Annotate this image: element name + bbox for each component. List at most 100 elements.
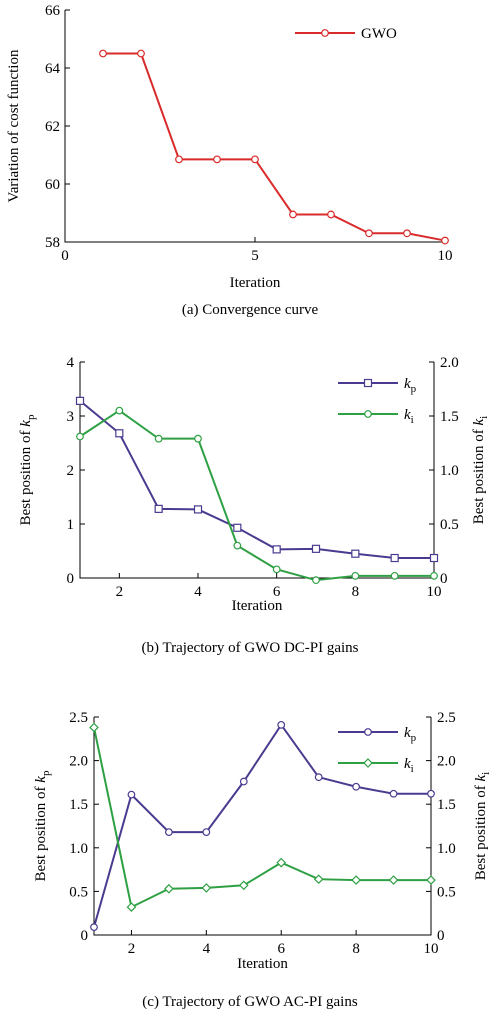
x-tick-label: 4	[194, 584, 202, 600]
data-point-kp	[127, 790, 136, 799]
left-y-tick-label: 1.5	[69, 797, 88, 813]
left-y-tick-label: 3	[67, 409, 75, 425]
data-point-kp	[427, 789, 435, 798]
data-point-ki	[115, 406, 124, 415]
left-y-tick-label: 1.0	[69, 841, 88, 857]
y-tick-label: 64	[45, 61, 61, 77]
left-y-tick-label: 2.0	[69, 754, 88, 770]
x-tick-label: 2	[128, 941, 136, 957]
data-point-ki	[351, 571, 360, 580]
right-y-tick-label: 1.0	[440, 463, 459, 479]
x-axis-label: Iteration	[230, 275, 281, 291]
y-tick-label: 60	[45, 177, 60, 193]
right-y-tick-label: 1.0	[437, 841, 456, 857]
x-tick-label: 6	[277, 941, 285, 957]
y-tick-label: 58	[45, 235, 60, 251]
left-y-tick-label: 1	[67, 517, 75, 533]
data-point-ki	[201, 883, 212, 893]
chart-caption: (b) Trajectory of GWO DC-PI gains	[141, 640, 358, 656]
data-point-ki	[388, 875, 399, 885]
legend-kp-marker	[363, 378, 373, 388]
x-tick-label: 4	[203, 941, 211, 957]
x-tick-label: 8	[352, 584, 360, 600]
x-tick-label: 8	[352, 941, 360, 957]
axes-frame	[93, 717, 432, 936]
data-point-ki	[233, 541, 242, 550]
right-y-tick-label: 2.5	[437, 710, 456, 726]
right-y-axis-label: Best position of ki	[473, 772, 492, 881]
data-point-ki	[312, 576, 320, 585]
right-y-tick-label: 2.0	[437, 754, 456, 770]
x-tick-label: 10	[424, 941, 439, 957]
data-point-ki	[351, 875, 361, 885]
left-y-tick-label: 0	[81, 928, 89, 944]
data-point-ki	[194, 434, 202, 443]
left-y-axis-label: Best position of kp	[18, 414, 37, 525]
data-point-ki	[126, 902, 137, 912]
right-y-tick-label: 1.5	[437, 797, 456, 813]
left-y-tick-label: 4	[67, 355, 75, 371]
chart-caption: (a) Convergence curve	[182, 302, 319, 318]
x-tick-label: 10	[438, 248, 453, 264]
data-point-ki	[426, 875, 436, 885]
x-axis-label: Iteration	[232, 598, 283, 614]
series-line-ki	[93, 727, 431, 909]
legend-label-gwo: GWO	[361, 26, 397, 42]
convergence-chart: 58 60 62 64 66 0 5 10 Iteration Variation of cost…	[6, 3, 453, 318]
right-y-tick-label: 0	[440, 571, 448, 587]
y-tick-label: 62	[45, 119, 60, 135]
data-point-kp	[429, 553, 439, 563]
dc-pi-gains-chart: 0 1 2 3 4 0 0.5 1.0 1.5 2.0 2 4 6 8 10 Iteration Best po…	[18, 355, 490, 656]
data-point-kp	[202, 828, 211, 837]
data-point-kp	[311, 544, 321, 553]
legend-label-ki: ki	[404, 756, 414, 775]
ac-pi-gains-chart: 0 0.5 1.0 1.5 2.0 2.5 0 0.5 1.0 1.5 2.0 2.5 2 4 6 8 10 It…	[33, 710, 492, 1010]
data-point-kp	[154, 504, 163, 513]
chart-caption: (c) Trajectory of GWO AC-PI gains	[142, 994, 358, 1010]
data-point-gwo	[327, 210, 335, 219]
legend-label-ki: ki	[404, 407, 414, 426]
legend-kp-marker	[364, 728, 372, 736]
x-tick-label: 5	[251, 248, 259, 264]
legend-gwo-marker	[321, 29, 329, 37]
axes-frame	[79, 362, 435, 579]
axes-frame	[64, 10, 445, 243]
data-point-kp	[239, 777, 248, 786]
data-point-ki	[390, 571, 399, 580]
y-tick-label: 66	[45, 3, 61, 19]
data-point-kp	[352, 782, 361, 791]
data-point-gwo	[137, 49, 145, 58]
left-y-tick-label: 0	[67, 571, 75, 587]
data-point-gwo	[175, 155, 183, 164]
data-point-kp	[277, 720, 286, 729]
x-tick-label: 2	[116, 584, 124, 600]
data-point-gwo	[441, 236, 449, 245]
series-line-kp	[79, 400, 434, 560]
left-y-tick-label: 2	[67, 463, 75, 479]
data-point-kp	[233, 523, 242, 532]
data-point-ki	[430, 571, 438, 580]
data-point-ki	[313, 874, 324, 885]
data-point-gwo	[251, 155, 259, 164]
y-axis-label: Variation of cost function	[6, 49, 22, 202]
data-point-kp	[75, 396, 85, 405]
right-y-tick-label: 0.5	[437, 884, 456, 900]
x-axis-label: Iteration	[237, 956, 288, 972]
data-point-ki	[272, 565, 281, 574]
data-point-gwo	[365, 229, 373, 238]
right-y-axis-label: Best position of ki	[471, 416, 490, 525]
data-point-kp	[351, 549, 360, 558]
data-point-ki	[276, 857, 287, 868]
series-line-ki	[79, 409, 434, 582]
legend-ki-marker	[364, 410, 372, 418]
data-point-kp	[314, 773, 323, 782]
data-point-ki	[154, 434, 163, 443]
left-y-tick-label: 0.5	[69, 884, 88, 900]
x-tick-label: 10	[427, 584, 442, 600]
x-tick-label: 0	[61, 248, 69, 264]
data-point-kp	[272, 545, 281, 554]
data-point-kp	[390, 553, 399, 563]
data-point-kp	[164, 828, 173, 837]
data-point-kp	[115, 429, 124, 438]
